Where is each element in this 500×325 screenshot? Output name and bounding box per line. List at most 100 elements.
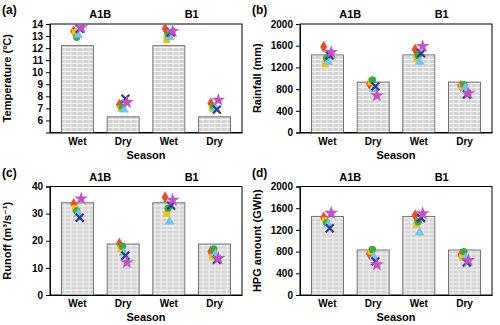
y-tick: 2000	[271, 19, 300, 30]
y-tick-label: 2000	[271, 181, 294, 192]
y-tick-mark	[46, 24, 50, 25]
x-tick-label: Wet	[160, 136, 179, 147]
marker	[417, 49, 425, 57]
marker	[415, 227, 425, 236]
y-tick-mark	[46, 241, 50, 242]
y-tick-label: 13	[32, 31, 44, 42]
y-tick: 7	[37, 103, 50, 114]
x-tick: Dry	[206, 295, 223, 309]
x-tick-label: Dry	[365, 298, 382, 309]
y-tick-mark	[46, 120, 50, 121]
y-tick-label: 800	[276, 246, 293, 257]
x-axis: WetDryWetDry	[301, 133, 493, 147]
x-tick-label: Dry	[115, 298, 132, 309]
y-tick-mark	[46, 268, 50, 269]
marker	[371, 82, 379, 90]
x-tick: Wet	[318, 133, 337, 147]
y-axis: 67891011121314	[32, 19, 51, 133]
plot-area	[311, 39, 480, 133]
y-tick-mark	[296, 67, 300, 68]
y-tick-mark	[46, 214, 50, 215]
bar	[107, 117, 139, 133]
panel: 010203040WetDryWetDry(c)A1BB1SeasonRunof…	[1, 166, 243, 324]
marker	[460, 248, 467, 255]
y-tick: 800	[276, 84, 300, 95]
x-tick: Dry	[456, 295, 473, 309]
x-tick-label: Dry	[115, 136, 132, 147]
plot-frame	[300, 24, 492, 133]
x-tick-label: Wet	[68, 136, 87, 147]
group-label: A1B	[89, 8, 111, 20]
bar	[403, 55, 435, 133]
y-tick-mark	[296, 295, 300, 296]
plot-area	[61, 24, 230, 133]
y-tick: 6	[37, 115, 50, 126]
y-tick: 0	[287, 290, 300, 301]
marker	[74, 191, 88, 204]
plot-area	[311, 206, 480, 295]
y-tick-label: 14	[32, 19, 44, 30]
marker	[213, 106, 221, 114]
marker	[461, 86, 475, 99]
y-tick: 11	[32, 55, 50, 66]
x-axis: Wet Dry Wet Dry	[301, 295, 493, 309]
figure: 67891011121314 Wet Dry Wet Dry (a) A1B B1 Season…	[0, 0, 500, 325]
panel-title: (a)	[2, 3, 17, 17]
y-tick-label: 0	[287, 290, 293, 301]
x-tick: Dry	[115, 133, 132, 147]
bar	[357, 250, 389, 295]
y-tick: 2000	[271, 181, 300, 192]
y-tick: 0	[37, 290, 50, 301]
y-tick-label: 20	[32, 235, 44, 246]
y-tick-mark	[296, 252, 300, 253]
marker	[324, 45, 338, 58]
marker	[120, 95, 134, 108]
bar	[199, 244, 231, 295]
x-tick-label: Wet	[410, 136, 429, 147]
y-tick: 1200	[271, 62, 300, 73]
x-tick-label: Wet	[68, 298, 87, 309]
y-tick-label: 8	[37, 91, 43, 102]
x-tick: Dry	[456, 133, 473, 147]
panel: 0400800120016002000WetDryWetDry(b)A1BB1S…	[251, 3, 493, 161]
marker	[211, 251, 225, 264]
plot-frame	[300, 187, 492, 296]
x-tick-label: Dry	[206, 298, 223, 309]
y-tick-label: 400	[276, 268, 293, 279]
x-tick-label: Wet	[318, 136, 337, 147]
marker	[165, 216, 175, 225]
group-label: B1	[435, 171, 449, 183]
bar	[449, 82, 481, 132]
marker	[370, 257, 384, 270]
y-tick-mark	[46, 96, 50, 97]
bar	[153, 203, 185, 295]
group-label: A1B	[89, 171, 111, 183]
x-tick-label: Dry	[456, 298, 473, 309]
x-tick: Dry	[206, 133, 223, 147]
y-axis-title: Rainfall (mm)	[251, 43, 263, 113]
bar	[449, 250, 481, 295]
x-tick-label: Wet	[318, 298, 337, 309]
x-tick: Wet	[68, 295, 87, 309]
marker	[211, 93, 225, 106]
y-tick-label: 2000	[271, 19, 294, 30]
marker	[369, 246, 376, 253]
x-tick: Wet	[160, 295, 179, 309]
x-tick: Wet	[410, 133, 429, 147]
x-tick: Dry	[365, 295, 382, 309]
y-tick-mark	[46, 72, 50, 73]
panel-title: (d)	[252, 166, 267, 180]
y-tick-mark	[46, 48, 50, 49]
y-tick: 9	[37, 79, 50, 90]
bar	[403, 216, 435, 295]
y-tick-label: 10	[32, 263, 44, 274]
y-tick-mark	[296, 273, 300, 274]
x-tick-label: Dry	[456, 136, 473, 147]
y-tick: 1600	[271, 40, 300, 51]
y-tick-mark	[296, 89, 300, 90]
marker	[166, 24, 180, 37]
y-tick: 400	[276, 268, 300, 279]
x-axis-title: Season	[376, 149, 415, 161]
x-tick: Wet	[160, 133, 179, 147]
x-tick-label: Wet	[410, 298, 429, 309]
